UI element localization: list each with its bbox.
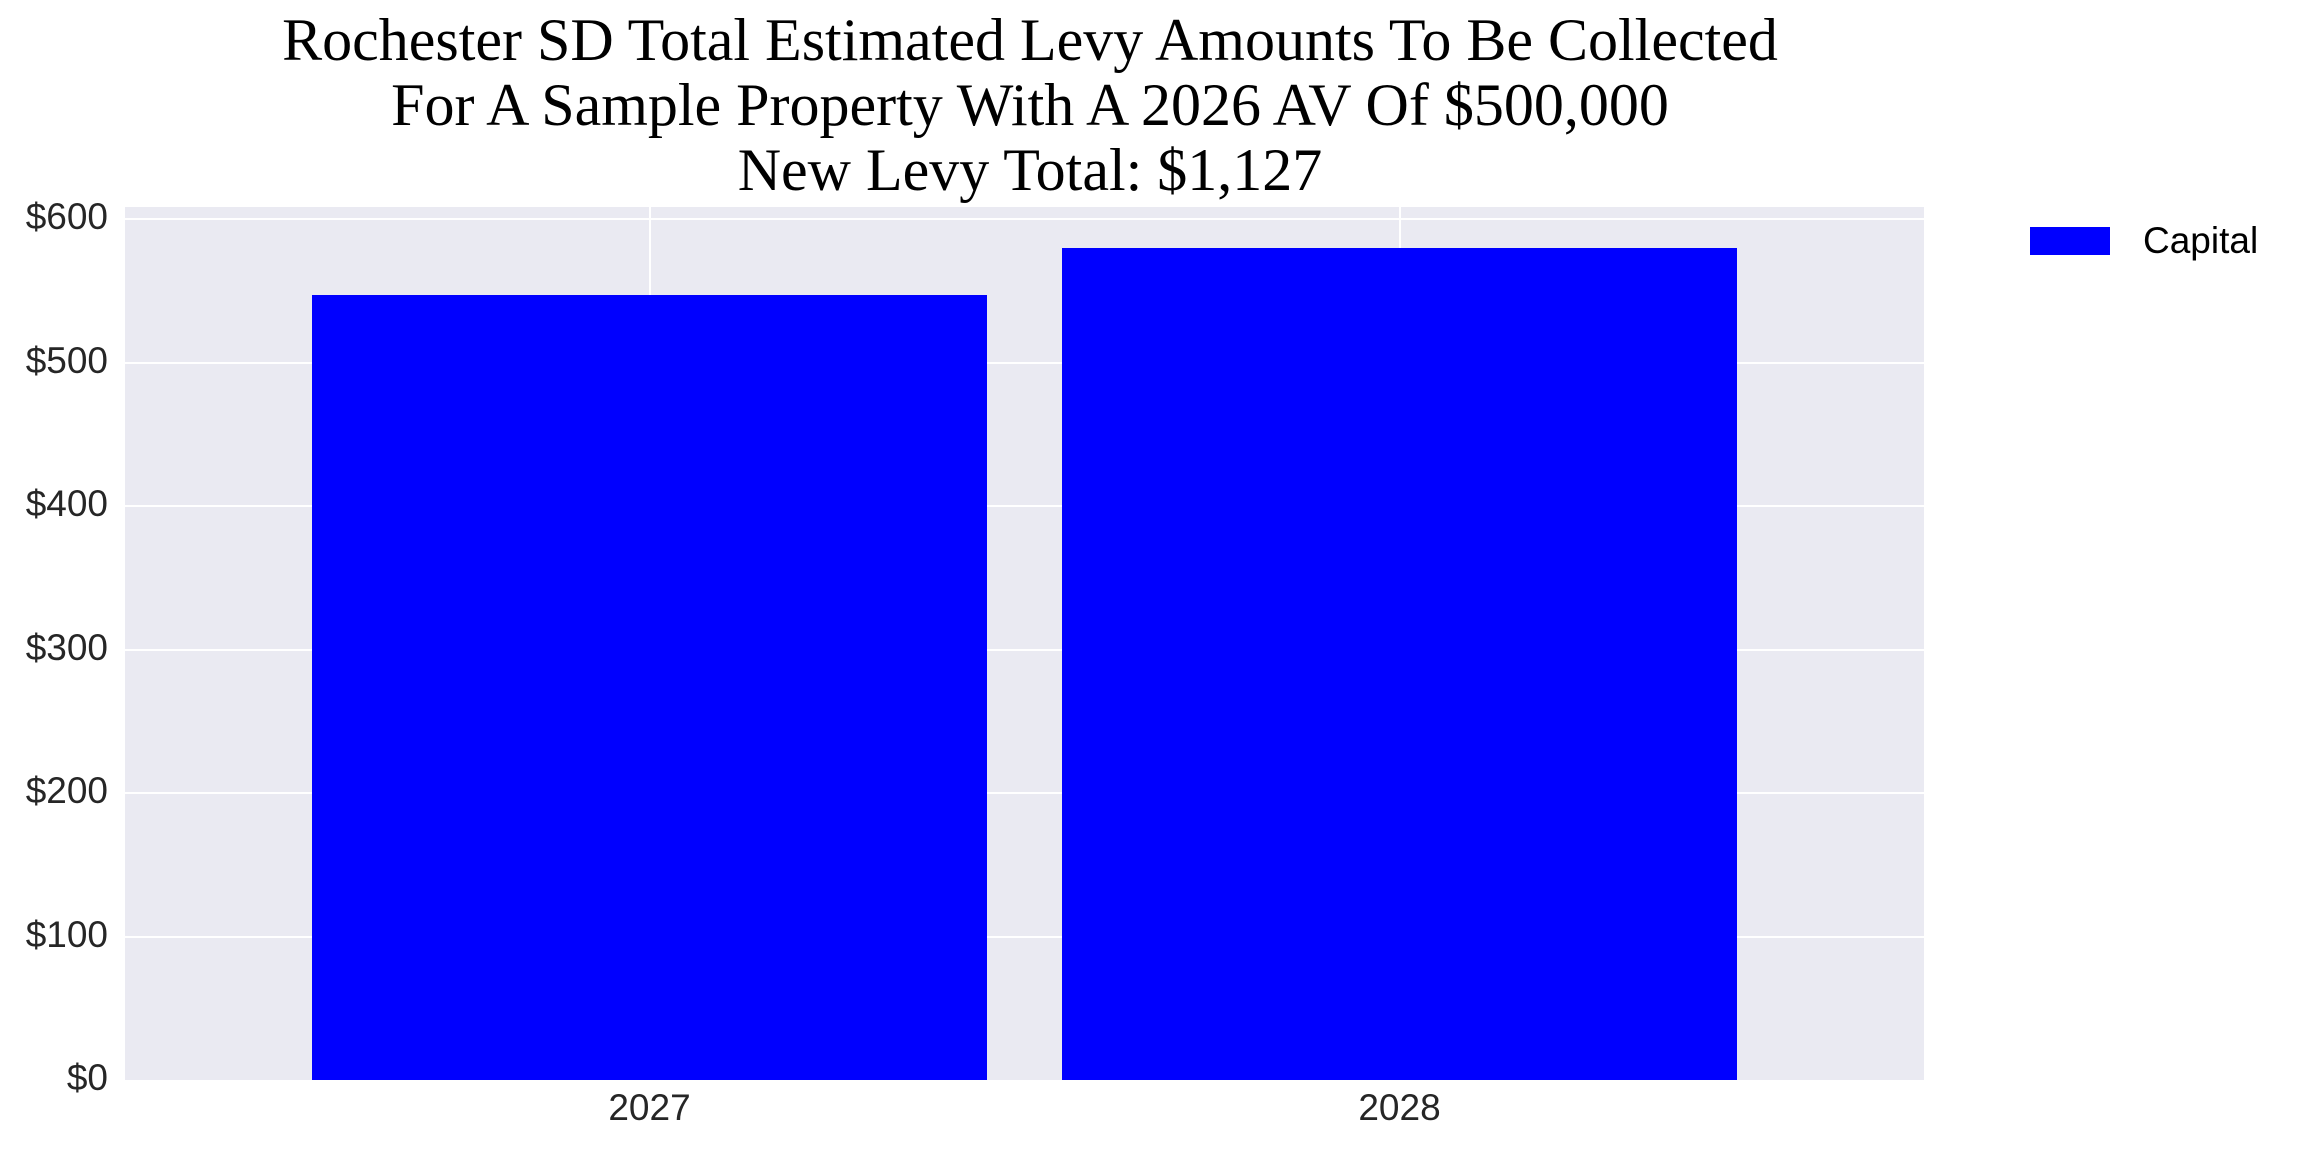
legend-label-capital: Capital	[2143, 220, 2259, 261]
gridline-y	[125, 648, 1924, 651]
y-tick-label: $400	[25, 483, 108, 525]
x-tick-label: 2027	[608, 1087, 691, 1128]
x-tick-label: 2028	[1358, 1087, 1441, 1128]
y-tick-label: $300	[25, 626, 108, 668]
y-tick-label: $600	[25, 196, 108, 238]
legend-swatch-capital	[2030, 227, 2110, 255]
title-line-1: Rochester SD Total Estimated Levy Amount…	[282, 7, 1778, 73]
bar-capital-2028	[1062, 248, 1737, 1080]
gridline-y	[125, 935, 1924, 938]
y-tick-label: $0	[66, 1057, 108, 1098]
title-line-2: For A Sample Property With A 2026 AV Of …	[391, 72, 1669, 138]
y-tick-label: $200	[25, 770, 108, 812]
gridline-y	[125, 505, 1924, 508]
gridline-y	[125, 792, 1924, 795]
chart-title: Rochester SD Total Estimated Levy Amount…	[0, 8, 2060, 203]
legend: Capital	[2030, 220, 2258, 262]
plot-area	[125, 207, 1924, 1080]
y-tick-label: $100	[25, 913, 108, 955]
gridline-y	[125, 218, 1924, 221]
title-line-3: New Levy Total: $1,127	[737, 137, 1323, 203]
gridline-y	[125, 361, 1924, 364]
bar-capital-2027	[312, 295, 987, 1080]
y-tick-label: $500	[25, 339, 108, 381]
